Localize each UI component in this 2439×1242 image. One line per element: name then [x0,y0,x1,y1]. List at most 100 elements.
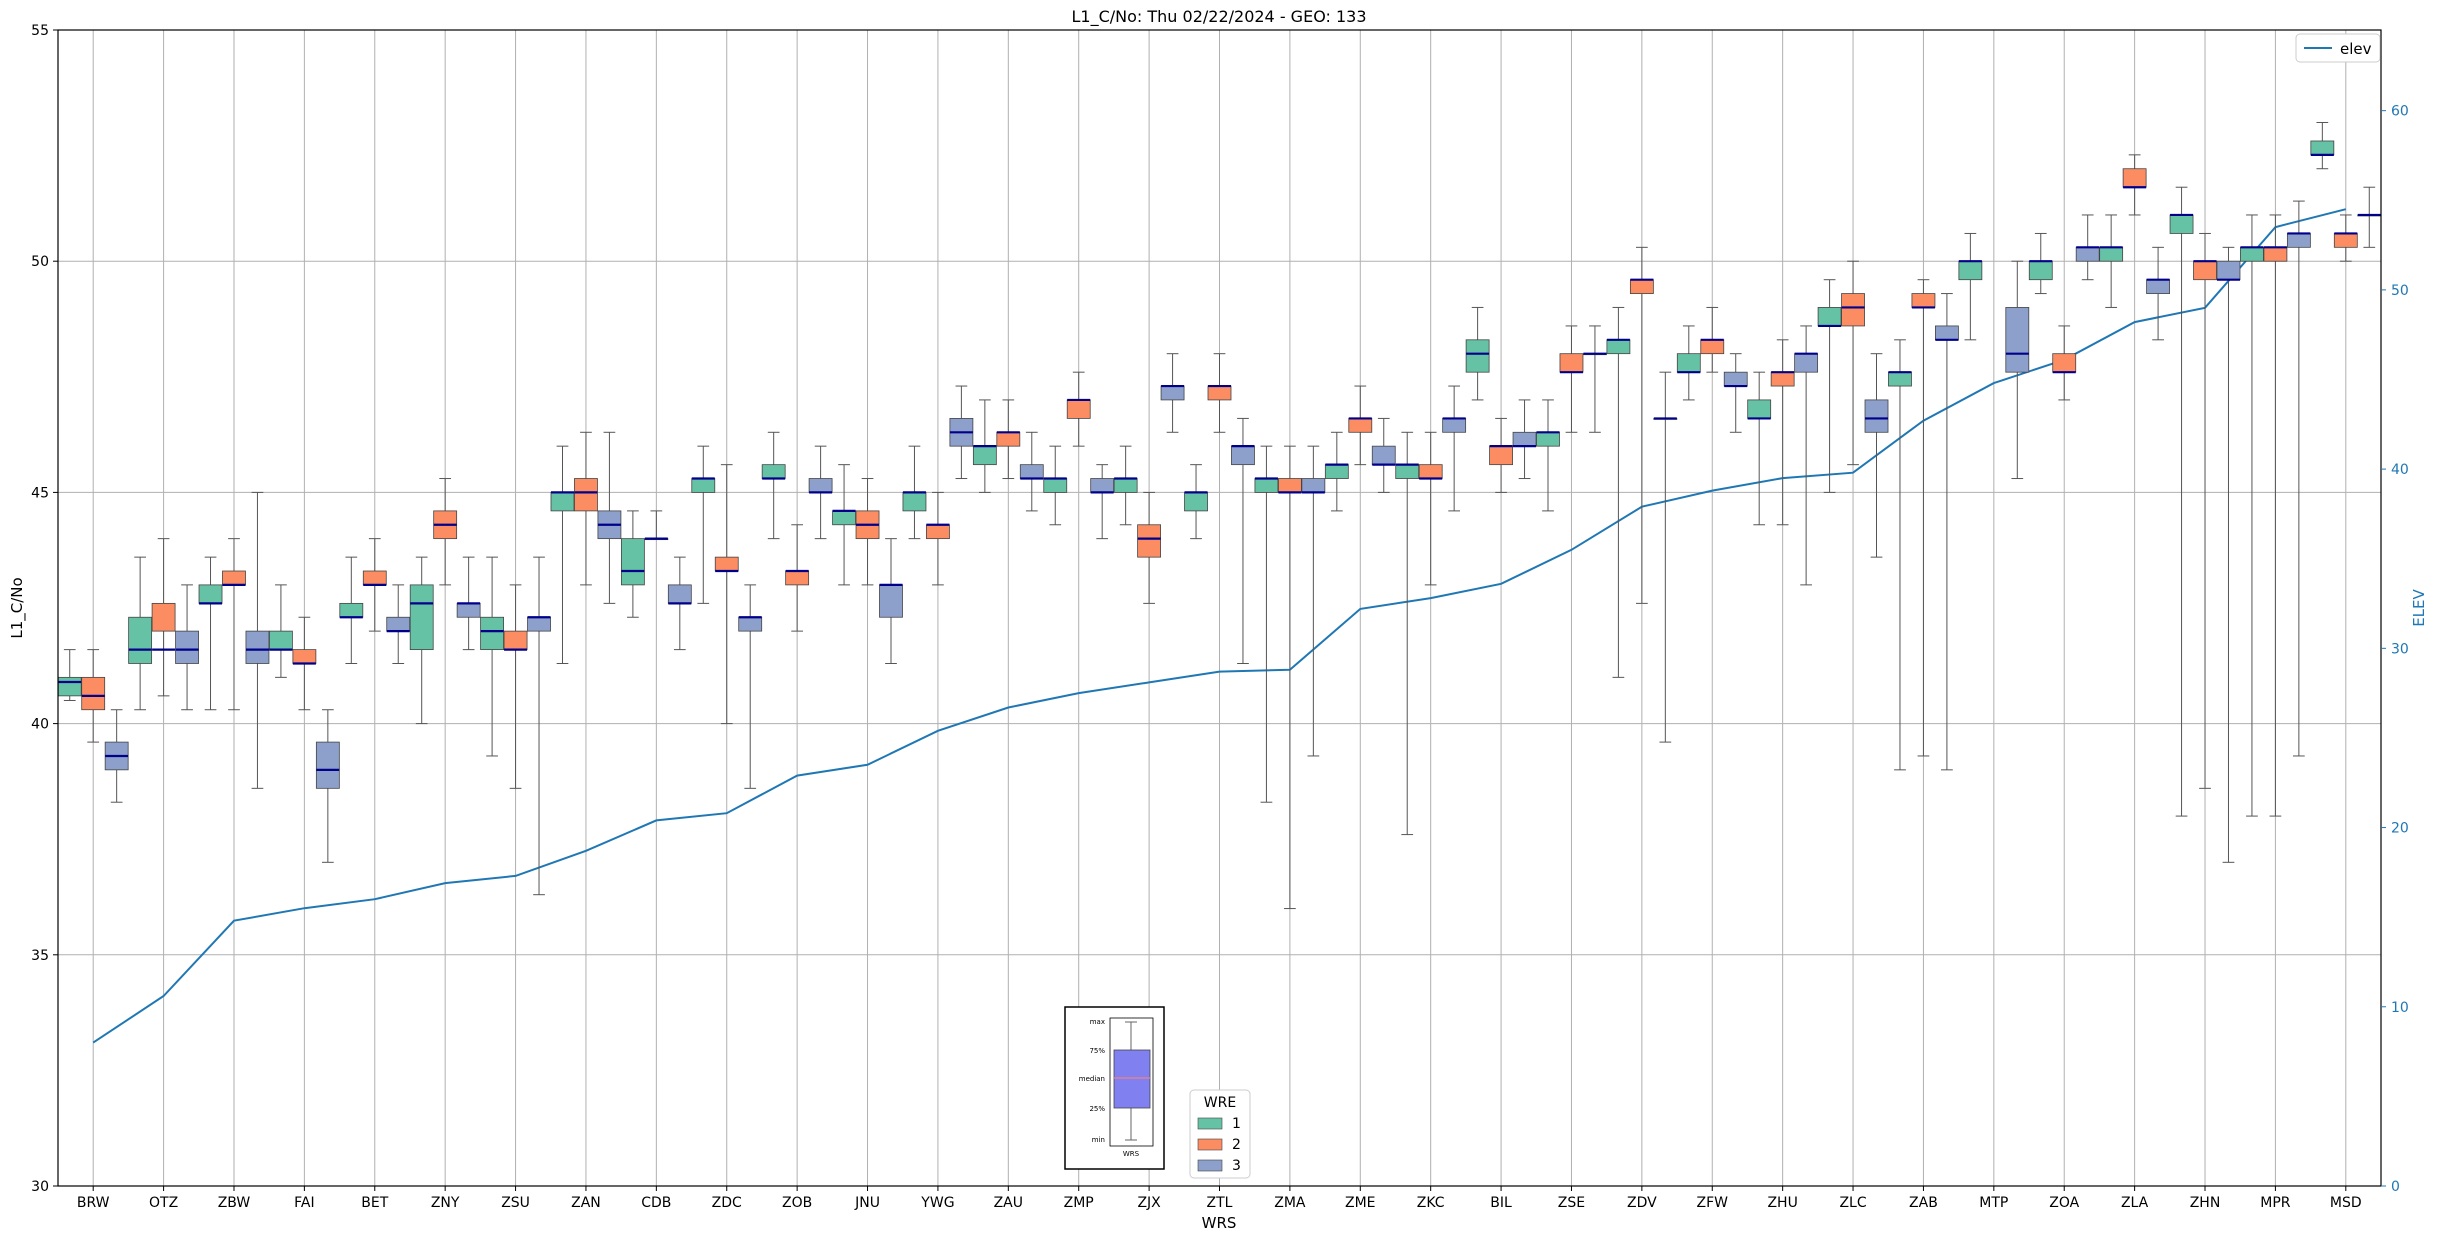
x-tick-label: ZTL [1207,1195,1233,1211]
box-iqr [2169,214,2194,234]
box-ZMA-wre3 [1301,445,1326,757]
box-ZJX-wre2 [1137,491,1162,604]
box-ZAB-wre3 [1935,293,1959,771]
box-ZMA-wre1 [1254,445,1279,803]
box-ZMA-wre2 [1277,445,1302,910]
box-iqr [1629,279,1654,294]
box-iqr [1817,307,1842,327]
box-iqr [1489,445,1513,466]
box-iqr [1935,325,1959,341]
box-ZSE-wre1 [1536,399,1560,512]
box-iqr [1113,478,1138,493]
box-iqr [1395,464,1420,479]
x-tick-label: MSD [2330,1195,2362,1211]
box-iqr [691,478,716,493]
wre-legend-label: 1 [1232,1116,1241,1132]
box-iqr [1958,260,1983,281]
box-ZMP-wre2 [1066,371,1091,447]
box-OTZ-wre2 [151,538,176,697]
box-iqr [1418,464,1443,479]
box-BRW-wre3 [104,709,129,803]
y2-tick-label: 10 [2391,1000,2409,1016]
box-layer [57,121,2382,910]
box-ZAU-wre1 [972,399,997,493]
box-OTZ-wre3 [175,584,199,711]
box-ZLA-wre2 [2122,154,2147,216]
box-iqr [81,676,106,711]
box-iqr [245,630,270,664]
x-tick-label: ZJX [1137,1195,1161,1211]
elev-legend: elev [2295,33,2381,63]
box-iqr [808,478,833,493]
x-tick-label: ZLA [2121,1195,2149,1211]
box-iqr [1254,478,1279,493]
box-BRW-wre2 [81,649,106,743]
y-tick-label: 30 [31,1179,49,1195]
x-tick-label: MTP [1979,1195,2008,1211]
x-tick-label: ZHN [2190,1195,2221,1211]
x-tick-label: JNU [854,1195,880,1211]
box-iqr [480,616,504,651]
box-ZFW-wre2 [1700,306,1725,373]
box-ZTL-wre3 [1231,417,1255,664]
box-YWG-wre3 [949,385,974,480]
elev-series-line [92,208,2347,1044]
box-BIL-wre2 [1489,417,1513,493]
box-iqr [527,616,551,632]
box-ZME-wre3 [1371,417,1396,493]
box-ZSU-wre2 [503,584,528,789]
box-ZOA-wre2 [2052,325,2077,401]
box-ZAN-wre1 [550,445,575,664]
y2-tick-label: 30 [2391,641,2409,657]
box-iqr [1184,491,1208,512]
box-iqr [1723,371,1748,387]
axes: BRW OTZ ZBW FAI BET ZNY ZSU ZAN CDB ZDC ZOB JNU YWG Z… [31,23,2409,1211]
box-iqr [1277,478,1302,493]
box-iqr [1794,353,1819,373]
box-OTZ-wre1 [128,556,153,711]
box-ZAU-wre2 [996,399,1021,480]
box-MTP-wre1 [1958,232,1983,341]
box-ZBW-wre2 [222,538,246,711]
box-ZLC-wre3 [1864,353,1889,558]
x-tick-label: YWG [920,1195,954,1211]
box-ZAN-wre3 [597,431,622,604]
box-iqr [1066,399,1091,419]
wre-legend-swatch [1197,1159,1223,1172]
box-BET-wre3 [386,584,411,664]
box-ZOB-wre1 [761,431,786,540]
box-ZOA-wre1 [2028,232,2053,295]
box-iqr [972,445,997,466]
y2-tick-label: 0 [2391,1179,2400,1195]
box-MSD-wre3 [2357,186,2382,248]
box-ZAU-wre3 [1019,431,1044,512]
box-iqr [2193,260,2217,281]
y2-tick-label: 60 [2391,104,2409,120]
box-iqr [620,538,645,586]
x-tick-label: ZSU [501,1195,530,1211]
box-ZHU-wre1 [1747,371,1772,526]
box-iqr [128,616,153,664]
box-iqr [1536,431,1560,447]
wre-legend-label: 2 [1232,1137,1241,1153]
box-iqr [1137,524,1162,558]
box-iqr [222,570,246,586]
box-ZDC-wre2 [714,464,739,725]
box-BIL-wre3 [1512,399,1537,480]
x-tick-label: CDB [641,1195,671,1211]
box-iqr [1676,353,1701,373]
box-FAI-wre2 [292,616,317,711]
inset-key-label: 25% [1089,1105,1105,1113]
inset-key-label: 75% [1089,1047,1105,1055]
box-key-inset: max 75% median 25% min WRS [1064,1006,1165,1170]
box-iqr [456,602,481,618]
box-iqr [1606,339,1631,355]
box-BIL-wre1 [1465,306,1490,401]
box-YWG-wre2 [926,491,950,586]
box-ZKC-wre2 [1418,431,1443,586]
box-ZSU-wre3 [527,556,551,896]
x-tick-label: ZDV [1627,1195,1657,1211]
box-ZHN-wre1 [2169,186,2194,817]
box-iqr [1301,478,1326,493]
